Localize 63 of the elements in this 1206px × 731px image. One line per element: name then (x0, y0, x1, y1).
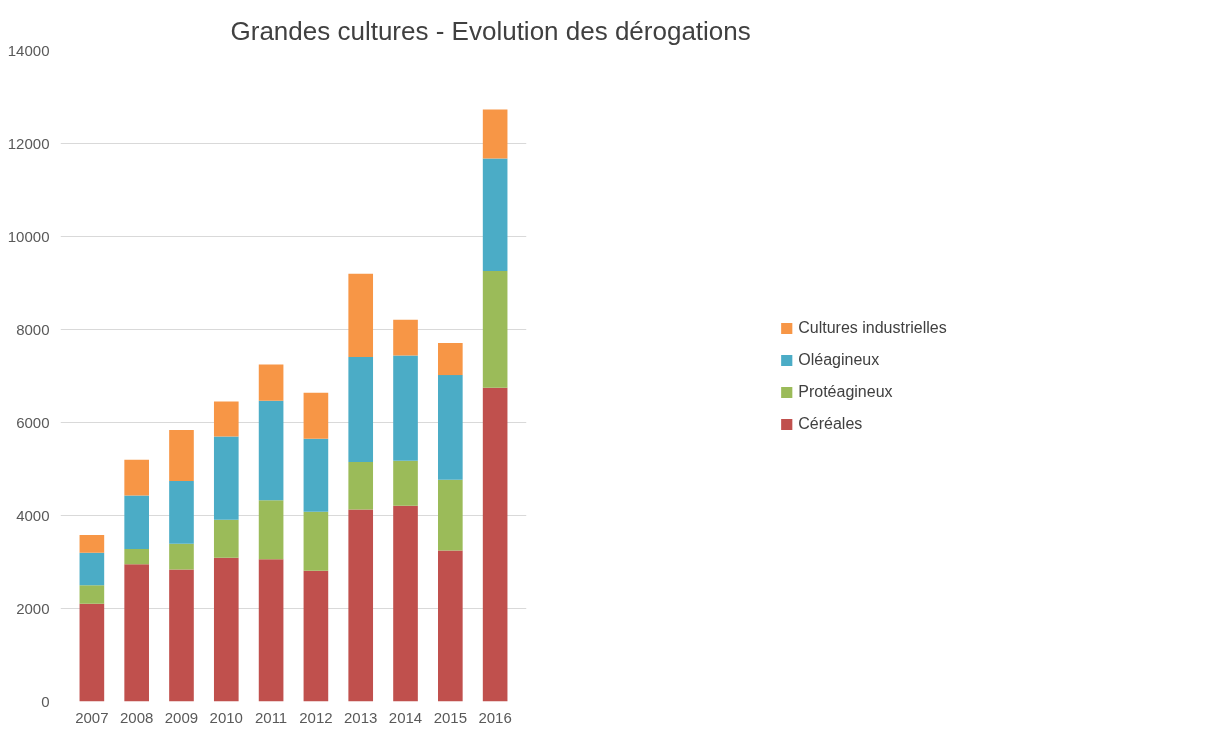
x-tick-label: 2015 (433, 708, 468, 726)
bar (124, 459, 149, 496)
bar (393, 355, 418, 461)
x-tick-label: 2013 (344, 708, 378, 726)
legend-label: Céréales (798, 414, 863, 433)
bar (79, 603, 105, 702)
bar (348, 273, 374, 357)
bar (124, 564, 149, 702)
bar (79, 552, 105, 586)
y-tick-label: 2000 (16, 599, 50, 617)
bar (482, 158, 508, 271)
bar (213, 436, 239, 520)
bar (303, 570, 329, 702)
bar (438, 342, 463, 376)
x-tick-label: 2010 (209, 708, 243, 726)
bar (393, 319, 418, 356)
x-tick-label: 2011 (254, 708, 288, 726)
chart-title: Grandes cultures - Evolution des dérogations (230, 15, 751, 46)
bar (438, 479, 463, 551)
bar (482, 270, 508, 388)
bar (79, 585, 105, 604)
legend-label: Cultures industrielles (798, 318, 947, 337)
x-tick-label: 2014 (388, 708, 423, 726)
bar (213, 401, 239, 437)
bar (482, 387, 508, 702)
legend-label: Protéagineux (798, 382, 893, 401)
bar (124, 548, 149, 565)
bar (169, 429, 194, 482)
bar (303, 438, 329, 512)
bar (393, 505, 418, 702)
x-tick-label: 2012 (299, 708, 333, 726)
y-tick-label: 8000 (16, 320, 50, 338)
bar (169, 569, 194, 702)
y-tick-label: 6000 (16, 413, 50, 431)
y-tick-label: 12000 (7, 134, 50, 152)
legend-label: Oléagineux (798, 350, 880, 369)
bar (482, 109, 508, 159)
bar (169, 543, 194, 570)
x-tick-label: 2016 (478, 708, 512, 726)
x-tick-label: 2007 (75, 708, 109, 726)
bar (213, 519, 239, 558)
bar (438, 550, 463, 702)
bar (393, 460, 418, 506)
bar (438, 375, 463, 480)
bar (79, 535, 105, 553)
bar (303, 511, 329, 571)
bar (213, 557, 239, 702)
bar (124, 495, 149, 549)
bar (258, 559, 284, 702)
y-tick-label: 10000 (7, 227, 50, 245)
y-tick-label: 4000 (16, 506, 50, 524)
bar (258, 400, 284, 501)
y-tick-label: 14000 (7, 41, 50, 59)
bar (348, 356, 374, 463)
bar (169, 481, 194, 544)
y-tick-label: 0 (41, 692, 50, 710)
bar (303, 392, 329, 439)
x-tick-label: 2009 (164, 708, 199, 726)
x-tick-label: 2008 (119, 708, 154, 726)
bar (258, 500, 284, 560)
bar (258, 364, 284, 401)
bar (348, 462, 374, 510)
bar (348, 509, 374, 702)
